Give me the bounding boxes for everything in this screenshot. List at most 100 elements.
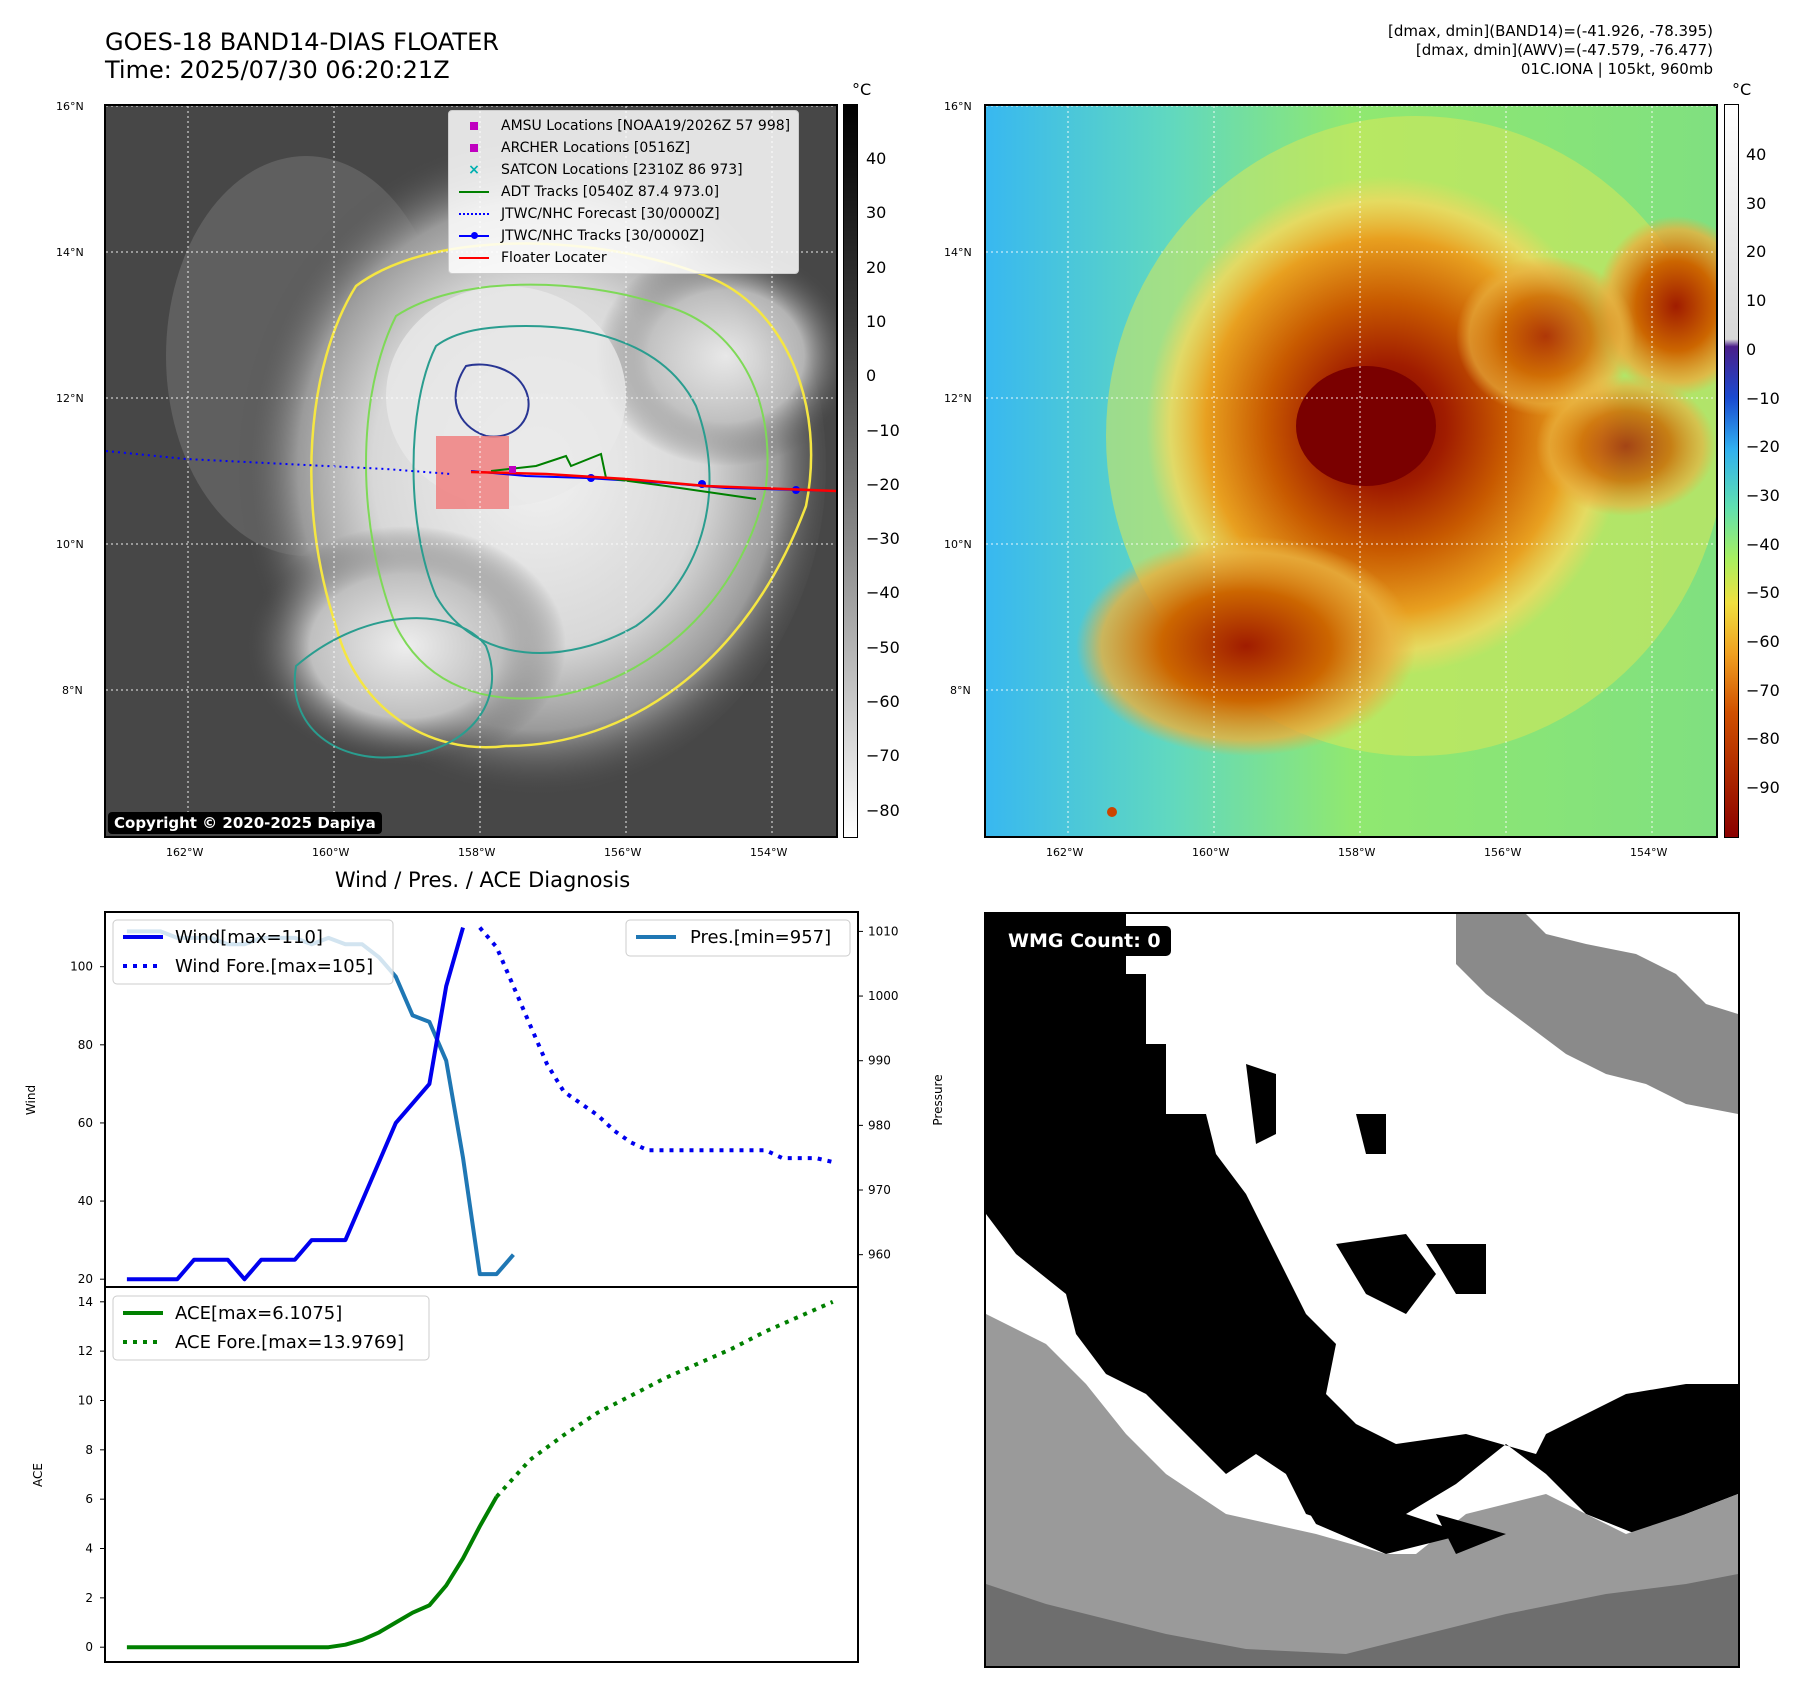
colorbar-tick-label: 0 [1746, 339, 1757, 359]
colorbar-tick-label: −70 [866, 746, 900, 766]
colorbar-tick-label: −50 [866, 637, 900, 657]
lat-label: 16°N [56, 100, 84, 113]
colorbar-tick-label: −20 [1746, 437, 1780, 457]
legend-entry: ARCHER Locations [0516Z] [457, 137, 790, 159]
storm-info: [dmax, dmin](BAND14)=(-41.926, -78.395) … [1388, 22, 1713, 79]
legend-entry: JTWC/NHC Forecast [30/0000Z] [457, 203, 790, 225]
lat-label: 10°N [56, 538, 84, 551]
wind-tick-label: 60 [78, 1116, 93, 1130]
legend-swatch-icon: × [468, 162, 480, 178]
colorbar-tick-label: −90 [1746, 778, 1780, 798]
lon-label: 158°W [458, 846, 496, 859]
wind-axis-label: Wind [24, 1085, 38, 1115]
colorbar-tick-label: −10 [866, 420, 900, 440]
map-legend: AMSU Locations [NOAA19/2026Z 57 998] ARCH… [448, 110, 800, 274]
colorbar-tick-label: −60 [1746, 632, 1780, 651]
pressure-tick-label: 1000 [868, 989, 899, 1003]
colorbar-tick-label: −30 [1746, 485, 1780, 505]
lon-label: 160°W [1192, 846, 1230, 859]
lat-label: 10°N [944, 538, 972, 551]
legend-entry: Floater Locater [457, 247, 790, 269]
colorbar-tick-label: 30 [866, 203, 887, 223]
wind-tick-label: 80 [78, 1038, 93, 1052]
ace-tick-label: 2 [85, 1591, 93, 1605]
lon-label: 154°W [750, 846, 788, 859]
legend-entry: AMSU Locations [NOAA19/2026Z 57 998] [457, 115, 790, 137]
colorbar-tick-label: 10 [866, 311, 887, 331]
lat-label: 8°N [62, 684, 83, 697]
ace-axis-label: ACE [31, 1463, 45, 1487]
legend-label: AMSU Locations [NOAA19/2026Z 57 998] [501, 118, 791, 134]
info-line-3: 01C.IONA | 105kt, 960mb [1520, 60, 1713, 78]
colorbar-tick-label: −40 [1746, 534, 1780, 554]
colorbar-tick-label: −10 [1746, 388, 1780, 408]
pressure-tick-label: 960 [868, 1248, 891, 1262]
lon-label: 156°W [604, 846, 642, 859]
wmg-count-badge: WMG Count: 0 [998, 926, 1171, 956]
wind-tick-label: 20 [78, 1272, 93, 1286]
colorbar-unit: °C [852, 80, 872, 99]
lat-label: 12°N [56, 392, 84, 405]
ace-tick-label: 14 [78, 1295, 93, 1309]
colorbar-tick-label: −50 [1746, 583, 1780, 603]
lat-label: 14°N [56, 246, 84, 259]
colorbar-tick-label: −30 [866, 529, 900, 549]
ace-tick-label: 0 [85, 1640, 93, 1654]
legend-entry: JTWC/NHC Tracks [30/0000Z] [457, 225, 790, 247]
colorbar-tick-label: 40 [1746, 145, 1767, 164]
colorbar-tick-label: 20 [866, 257, 887, 277]
colorbar-tick-label: −40 [866, 583, 900, 603]
wind-forecast-line [478, 926, 834, 1164]
title-line-1: GOES-18 BAND14-DIAS FLOATER [105, 28, 499, 56]
ace-line [126, 1495, 499, 1650]
wind-legend-label: Wind[max=110] [175, 927, 323, 948]
legend-label: Floater Locater [501, 250, 607, 266]
wind-legend-box [112, 919, 394, 985]
legend-swatch-icon [457, 203, 491, 225]
colorbar-tick-label: −20 [866, 474, 900, 494]
ace-fore-legend-label: ACE Fore.[max=13.9769] [175, 1332, 404, 1353]
diagnosis-chart: 20 40 60 80 100 960 970 980 990 1000 1010 0 2 4 6 8 10 12… [24, 911, 945, 1663]
lon-label: 154°W [1630, 846, 1668, 859]
awv-map[interactable] [984, 104, 1718, 838]
colorbar-tick-label: −80 [866, 800, 900, 820]
legend-swatch-icon [457, 137, 491, 159]
colorbar-unit: °C [1732, 80, 1752, 99]
pressure-tick-label: 1010 [868, 924, 899, 938]
diagnosis-title: Wind / Pres. / ACE Diagnosis [334, 868, 631, 892]
colorbar-tick-label: 30 [1746, 193, 1767, 213]
info-line-1: [dmax, dmin](BAND14)=(-41.926, -78.395) [1388, 22, 1713, 40]
lon-label: 160°W [312, 846, 350, 859]
legend-swatch-icon [457, 181, 491, 203]
colorbar-tick-label: 40 [866, 149, 887, 168]
legend-swatch-icon [457, 247, 491, 269]
lat-label: 8°N [950, 684, 971, 697]
pressure-legend-label: Pres.[min=957] [690, 927, 831, 948]
figure-title: GOES-18 BAND14-DIAS FLOATER Time: 2025/0… [105, 28, 499, 84]
legend-label: JTWC/NHC Tracks [30/0000Z] [501, 228, 705, 244]
colorbar-tick-label: 10 [1746, 291, 1767, 311]
lat-label: 12°N [944, 392, 972, 405]
ace-legend-box [112, 1295, 430, 1361]
legend-label: JTWC/NHC Forecast [30/0000Z] [501, 206, 720, 222]
ace-forecast-line [495, 1299, 834, 1499]
wind-line [126, 927, 465, 1282]
title-line-2: Time: 2025/07/30 06:20:21Z [105, 56, 450, 84]
colorbar-tick-label: 20 [1746, 242, 1767, 262]
legend-entry: ADT Tracks [0540Z 87.4 973.0] [457, 181, 790, 203]
wmg-mask [986, 914, 1738, 1666]
band14-colorbar [843, 104, 858, 838]
colorbar-tick-label: −70 [1746, 680, 1780, 700]
ace-tick-label: 12 [78, 1344, 93, 1358]
info-line-2: [dmax, dmin](AWV)=(-47.579, -76.477) [1415, 41, 1713, 59]
ace-tick-label: 8 [85, 1443, 93, 1457]
lat-label: 16°N [944, 100, 972, 113]
band14-map[interactable]: AMSU Locations [NOAA19/2026Z 57 998] ARCH… [104, 104, 838, 838]
wmg-panel: WMG Count: 0 [984, 912, 1740, 1668]
awv-colorbar [1724, 104, 1739, 838]
colorbar-tick-label: 0 [866, 366, 877, 386]
awv-imagery [986, 106, 1716, 836]
legend-label: SATCON Locations [2310Z 86 973] [501, 162, 743, 178]
wind-fore-legend-label: Wind Fore.[max=105] [175, 956, 373, 977]
legend-label: ARCHER Locations [0516Z] [501, 140, 691, 156]
